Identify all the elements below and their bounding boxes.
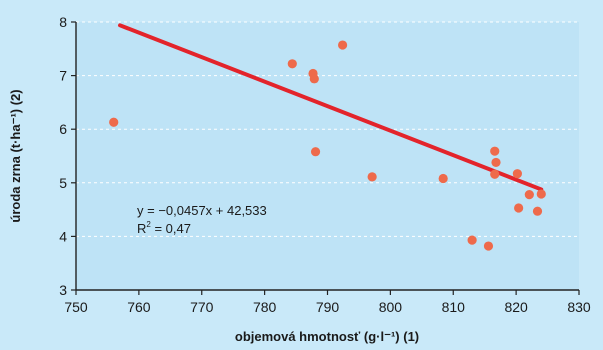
data-point (467, 235, 477, 245)
y-tick-label: 4 (59, 228, 67, 244)
y-tick-label: 3 (59, 282, 67, 298)
data-point (532, 206, 543, 216)
data-point (438, 173, 448, 184)
y-tick-label: 7 (59, 68, 67, 84)
x-tick-label: 830 (567, 299, 591, 315)
x-ticks: 750 760 770 780 790 800 810 820 830 (64, 290, 591, 315)
data-point (514, 203, 524, 213)
x-tick-label: 820 (504, 299, 528, 315)
data-point (483, 241, 494, 251)
y-ticks: 3 4 5 6 7 8 (59, 14, 76, 298)
r-squared: R2 = 0,47 (137, 220, 191, 236)
data-point (109, 117, 119, 127)
data-point (512, 169, 522, 179)
plot-area (76, 22, 579, 290)
data-point (524, 189, 534, 200)
x-tick-label: 770 (190, 299, 214, 315)
data-point (310, 147, 321, 157)
y-tick-label: 8 (59, 14, 67, 30)
x-tick-label: 760 (127, 299, 151, 315)
x-tick-label: 800 (379, 299, 403, 315)
x-tick-label: 810 (442, 299, 466, 315)
x-tick-label: 750 (64, 299, 88, 315)
data-point (367, 172, 377, 182)
y-axis-title: úroda zrna (t·ha⁻¹) (2) (8, 89, 23, 222)
x-axis-title: objemová hmotnosť (g·l⁻¹) (1) (235, 329, 419, 344)
data-point (536, 189, 546, 199)
x-tick-label: 780 (253, 299, 277, 315)
data-point (490, 146, 500, 156)
y-tick-label: 6 (59, 121, 67, 137)
trendline (118, 23, 544, 192)
data-point (337, 40, 348, 50)
y-tick-label: 5 (59, 175, 67, 191)
data-point (491, 157, 501, 168)
regression-equation: y = −0,0457x + 42,533 (137, 203, 267, 218)
x-tick-label: 790 (316, 299, 340, 315)
data-point (309, 74, 319, 84)
data-point (287, 59, 297, 69)
data-points (109, 40, 546, 251)
data-point (490, 169, 500, 179)
